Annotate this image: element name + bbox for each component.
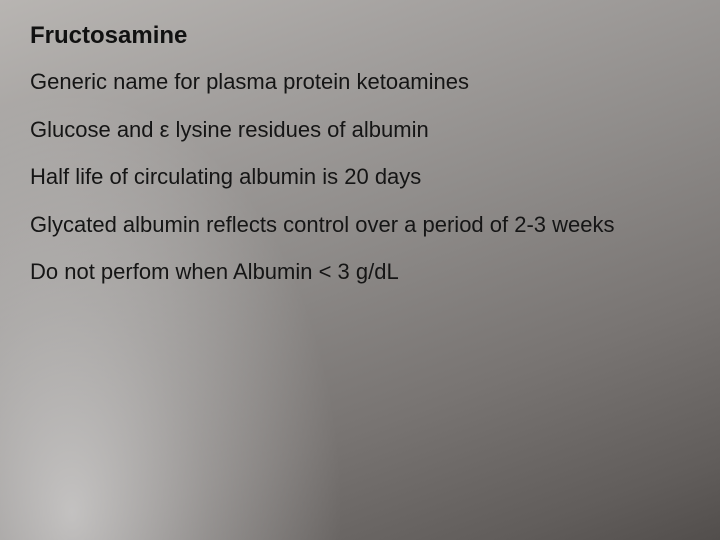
bullet-item: Glycated albumin reflects control over a… — [30, 211, 690, 239]
bullet-item: Glucose and ε lysine residues of albumin — [30, 116, 690, 144]
bullet-item: Half life of circulating albumin is 20 d… — [30, 163, 690, 191]
slide: Fructosamine Generic name for plasma pro… — [0, 0, 720, 540]
bullet-item: Generic name for plasma protein ketoamin… — [30, 68, 690, 96]
bullet-item: Do not perfom when Albumin < 3 g/dL — [30, 258, 690, 286]
slide-title: Fructosamine — [30, 22, 690, 50]
